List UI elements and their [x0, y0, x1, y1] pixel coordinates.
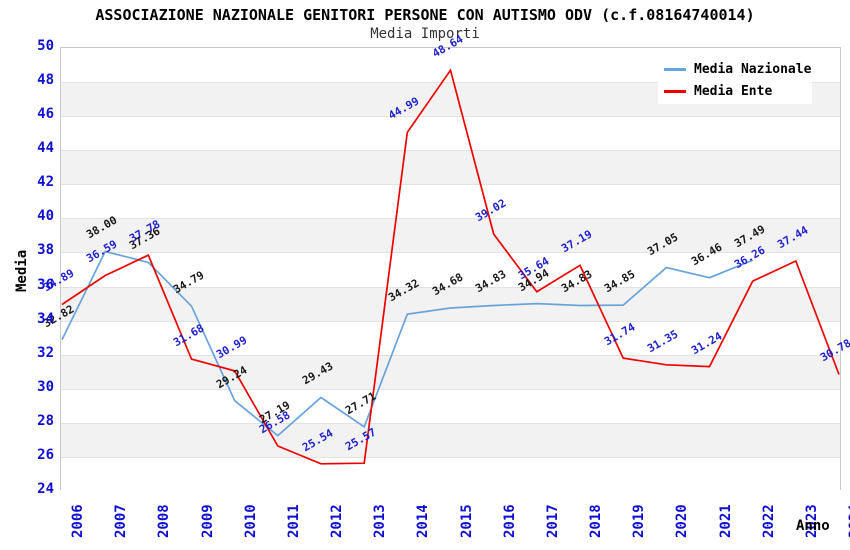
chart-title: ASSOCIAZIONE NAZIONALE GENITORI PERSONE … — [95, 6, 755, 24]
x-tick-label: 2011 — [285, 504, 302, 538]
y-tick-label: 26 — [37, 446, 54, 463]
x-tick-label: 2014 — [415, 504, 432, 538]
gridline — [61, 354, 840, 356]
gridline — [61, 388, 840, 390]
x-tick-label: 2008 — [156, 504, 173, 538]
nazionale-line-swatch — [664, 67, 686, 71]
background-band — [61, 422, 840, 457]
y-axis-title: Media — [14, 249, 30, 292]
gridline — [61, 116, 840, 118]
x-tick-label: 2020 — [674, 504, 691, 538]
y-tick-label: 48 — [37, 72, 54, 89]
y-tick-label: 34 — [37, 310, 54, 327]
x-tick-label: 2012 — [329, 504, 345, 538]
gridline — [61, 252, 840, 254]
x-tick-label: 2007 — [113, 504, 130, 538]
background-band — [61, 388, 840, 423]
x-tick-label: 2010 — [242, 504, 259, 538]
background-band — [61, 150, 840, 185]
legend-label: Media Ente — [694, 83, 773, 99]
x-tick-label: 2018 — [588, 504, 604, 538]
chart-subtitle: Media Importi — [370, 26, 480, 42]
y-tick-label: 44 — [37, 140, 54, 157]
y-tick-label: 38 — [37, 242, 54, 259]
gridline — [61, 218, 840, 220]
x-tick-label: 2016 — [501, 504, 518, 538]
y-tick-label: 50 — [37, 38, 54, 54]
gridline — [61, 150, 840, 152]
x-tick-label: 2021 — [717, 504, 734, 538]
legend-item-ente: Media Ente — [664, 82, 772, 100]
y-tick-label: 40 — [37, 208, 54, 225]
y-tick-label: 28 — [37, 412, 54, 429]
y-tick-label: 24 — [37, 481, 54, 497]
x-tick-label: 2009 — [199, 504, 216, 538]
x-tick-label: 2013 — [372, 504, 389, 538]
x-tick-label: 2015 — [458, 504, 475, 538]
plot-area — [60, 47, 841, 491]
x-tick-label: 2019 — [631, 504, 648, 538]
x-tick-label: 2017 — [544, 504, 561, 538]
gridline — [61, 184, 840, 186]
x-axis-title: Anno — [796, 518, 830, 534]
background-band — [61, 184, 840, 219]
legend: Media Nazionale Media Ente — [658, 56, 812, 104]
x-tick-label: 2022 — [760, 504, 777, 538]
y-tick-label: 32 — [37, 344, 54, 361]
background-band — [61, 456, 840, 491]
ente-line-swatch — [664, 89, 686, 93]
y-tick-label: 30 — [37, 378, 54, 395]
y-tick-label: 46 — [37, 106, 54, 123]
legend-label: Media Nazionale — [694, 61, 812, 77]
x-tick-label: 2006 — [70, 504, 86, 538]
background-band — [61, 116, 840, 151]
gridline — [61, 320, 840, 322]
legend-item-nazionale: Media Nazionale — [664, 60, 811, 78]
y-tick-label: 36 — [37, 276, 54, 293]
gridline — [61, 456, 840, 458]
background-band — [61, 218, 840, 253]
background-band — [61, 354, 840, 389]
y-tick-label: 42 — [37, 174, 54, 191]
gridline — [61, 422, 840, 424]
